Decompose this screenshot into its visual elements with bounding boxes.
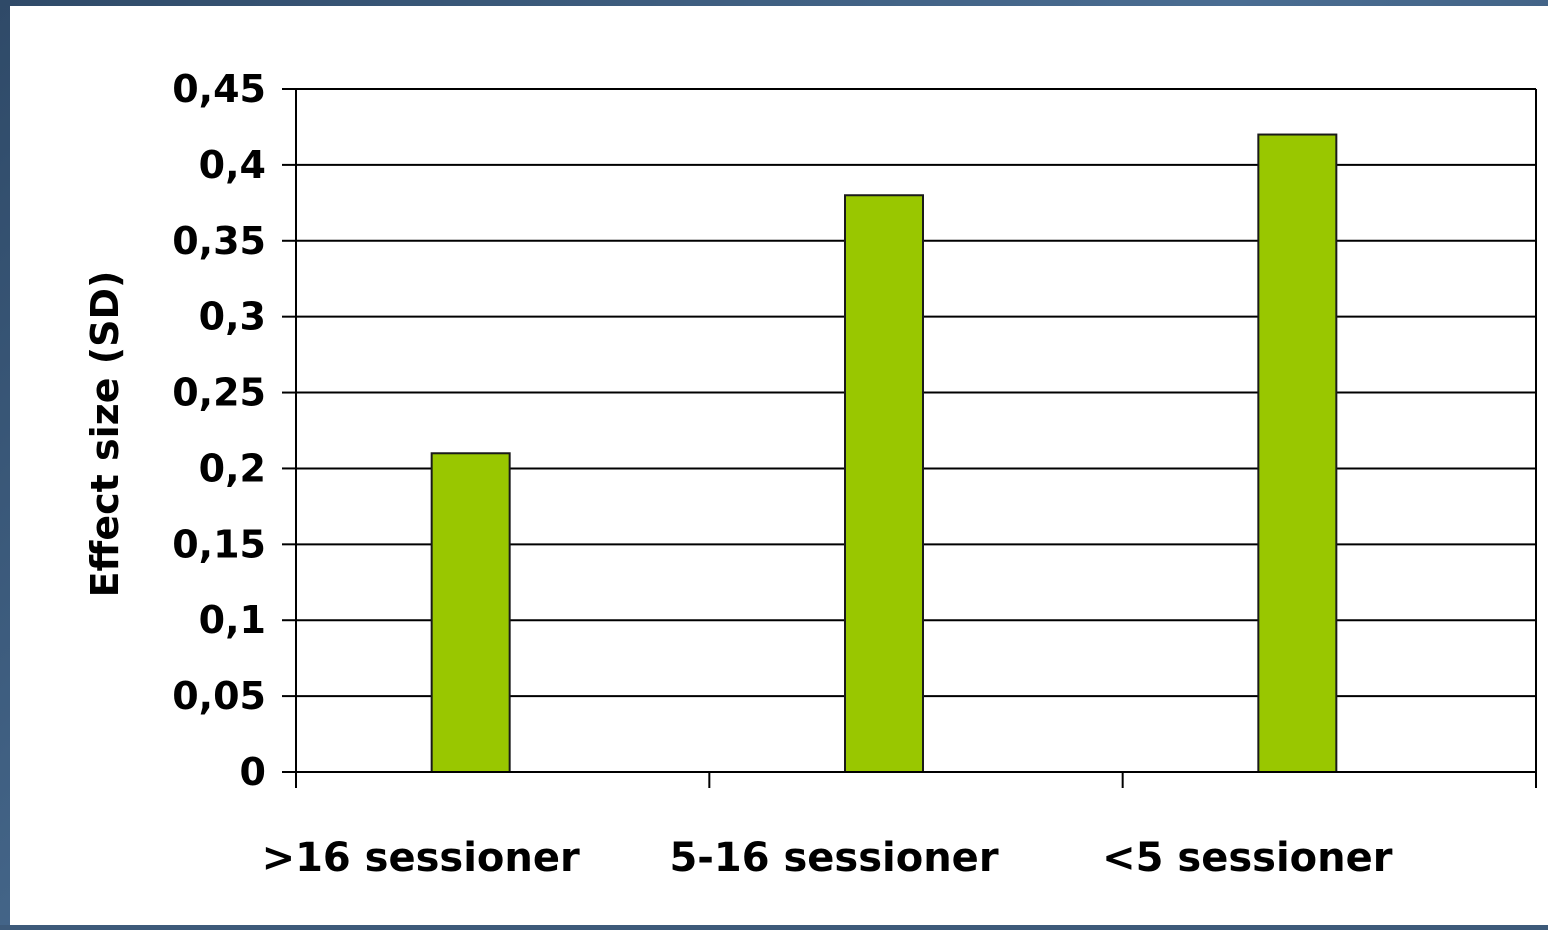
y-tick-label: 0,1 — [199, 598, 266, 642]
axes — [282, 88, 1537, 788]
bar — [1257, 133, 1338, 774]
x-tick-labels: >16 sessioner 5-16 sessioner <5 sessioner — [262, 835, 1393, 881]
bar-chart: 0 0,05 0,1 0,15 0,2 0,25 0,3 0,35 0,4 0,45 >16 se… — [83, 67, 1537, 881]
y-tick-label: 0,2 — [199, 446, 266, 490]
y-tick-label: 0,15 — [172, 522, 266, 566]
y-tick-label: 0,45 — [172, 67, 266, 111]
y-tick-label: 0,35 — [172, 219, 266, 263]
y-tick-label: 0,05 — [172, 674, 266, 718]
y-tick-label: 0,25 — [172, 371, 266, 415]
bar — [844, 194, 924, 773]
x-tick-label: >16 sessioner — [262, 835, 580, 881]
y-tick-label: 0,4 — [199, 143, 266, 187]
bars — [430, 133, 1338, 774]
x-tick-label: <5 sessioner — [1102, 835, 1393, 881]
x-tick-label: 5-16 sessioner — [669, 835, 998, 881]
bar — [430, 452, 511, 773]
y-tick-label: 0 — [240, 750, 266, 794]
y-tick-label: 0,3 — [199, 295, 266, 339]
y-axis-label: Effect size (SD) — [83, 271, 127, 598]
chart-panel: 0 0,05 0,1 0,15 0,2 0,25 0,3 0,35 0,4 0,45 >16 se… — [10, 6, 1548, 925]
y-tick-labels: 0 0,05 0,1 0,15 0,2 0,25 0,3 0,35 0,4 0,45 — [172, 67, 266, 794]
